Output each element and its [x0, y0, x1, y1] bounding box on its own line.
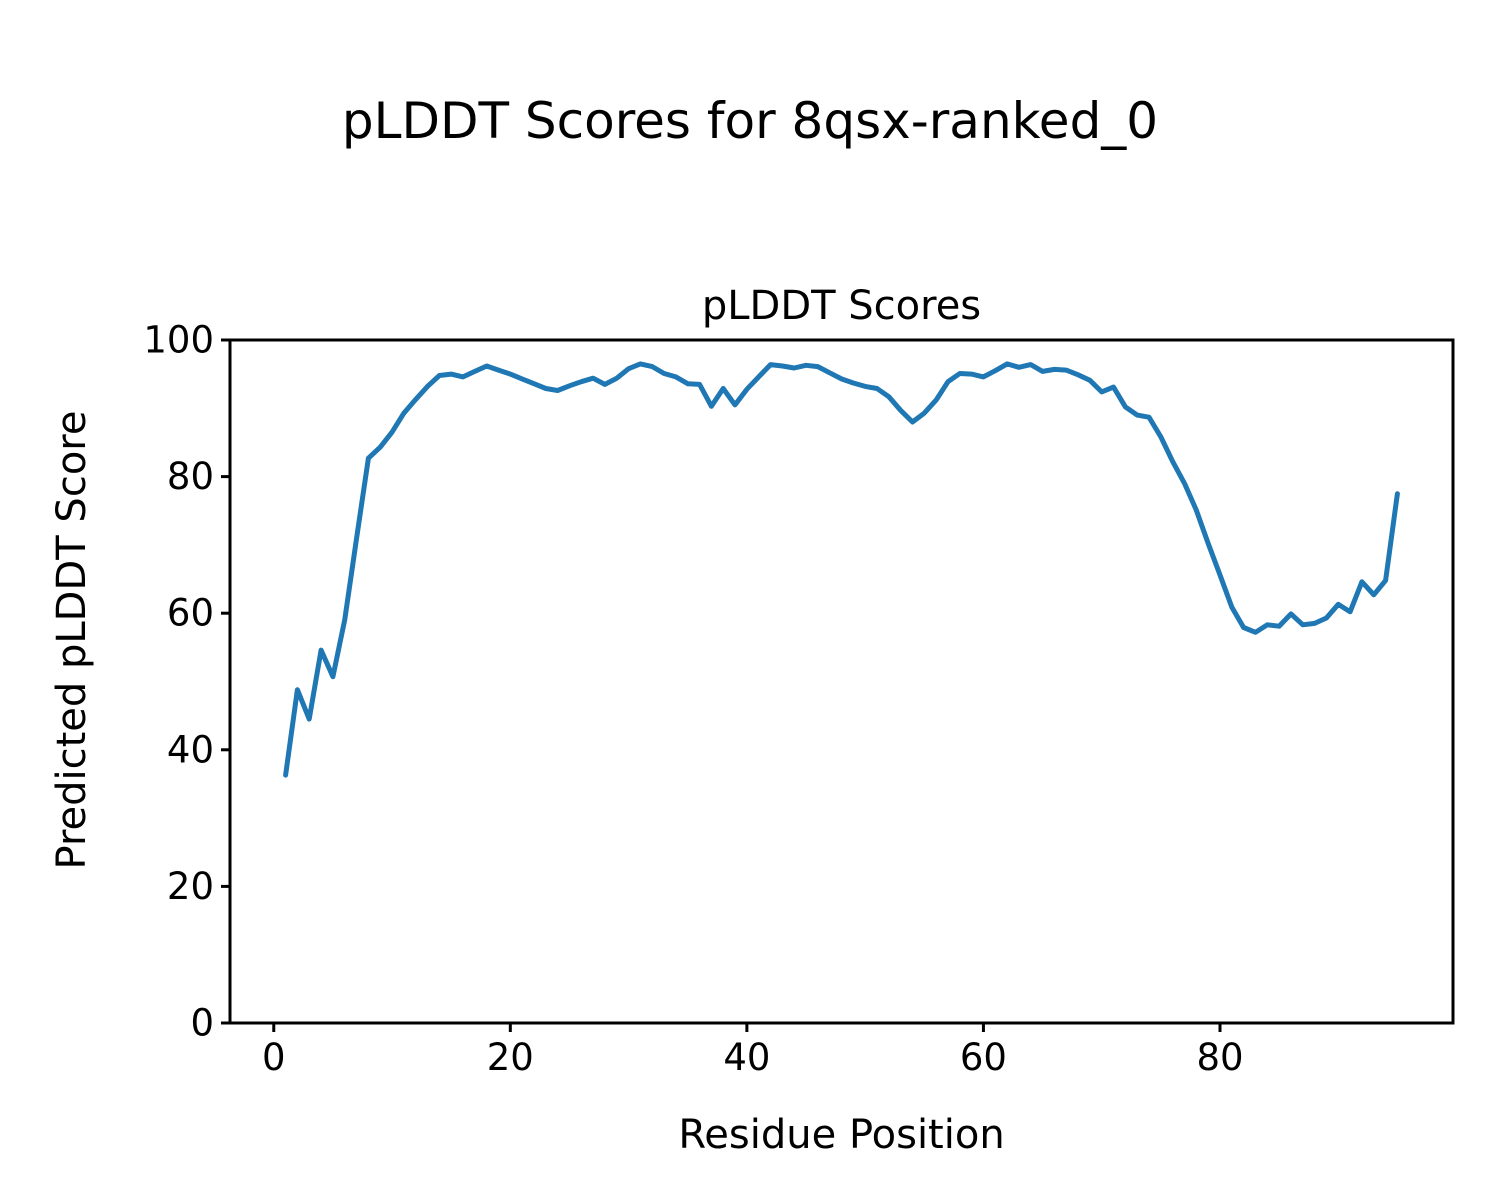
y-tick-label: 80 [167, 455, 214, 498]
x-tick-label: 80 [1196, 1036, 1243, 1079]
y-tick-label: 0 [190, 1002, 214, 1045]
figure-suptitle: pLDDT Scores for 8qsx-ranked_0 [341, 92, 1159, 150]
plddt-line [283, 361, 1400, 778]
axes-title: pLDDT Scores [701, 283, 982, 329]
y-tick-label: 40 [167, 728, 214, 771]
x-axis-label: Residue Position [678, 1112, 1005, 1158]
x-tick-label: 60 [960, 1036, 1007, 1079]
y-axis-label: Predicted pLDDT Score [49, 410, 95, 870]
x-tick-label: 20 [487, 1036, 534, 1079]
y-tick-label: 20 [167, 865, 214, 908]
plot-frame [228, 338, 1455, 1025]
x-tick-label: 40 [723, 1036, 770, 1079]
y-tick-label: 60 [167, 592, 214, 635]
y-tick-label: 100 [143, 319, 214, 362]
x-tick-label: 0 [262, 1036, 286, 1079]
